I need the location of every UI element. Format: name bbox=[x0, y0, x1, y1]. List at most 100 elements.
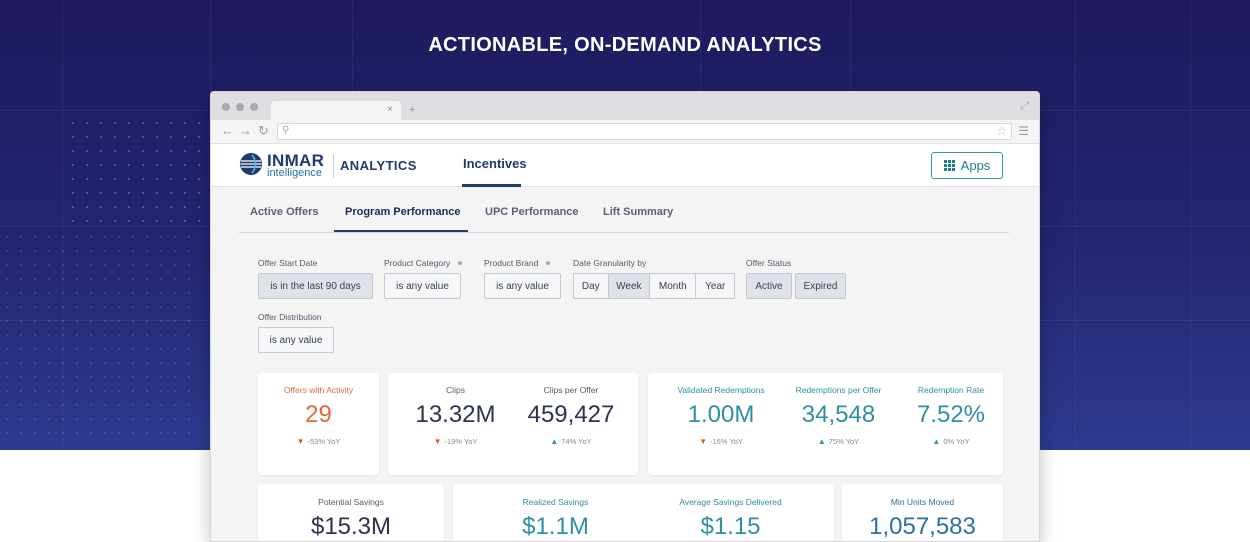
product-name: ANALYTICS bbox=[340, 158, 417, 173]
kpi-card-savings: Realized Savings $1.1M Average Savings D… bbox=[453, 484, 834, 541]
browser-tab[interactable] bbox=[271, 101, 401, 120]
kpi-average-savings-delivered: Average Savings Delivered $1.15 bbox=[658, 497, 803, 541]
kpi-yoy: ▼ -16% YoY bbox=[666, 437, 776, 446]
back-arrow-icon[interactable]: ← bbox=[221, 123, 234, 138]
kpi-card-clips: Clips 13.32M ▼ -19% YoY Clips per Offer 4… bbox=[388, 373, 638, 475]
kpi-yoy: ▲ 0% YoY bbox=[906, 437, 996, 446]
close-tab-icon[interactable]: × bbox=[387, 104, 393, 115]
kpi-label: Clips bbox=[446, 385, 465, 395]
kpi-yoy-text: 74% YoY bbox=[561, 437, 592, 446]
tab-lift-summary[interactable]: Lift Summary bbox=[603, 206, 674, 218]
search-icon: ⚲ bbox=[282, 125, 290, 136]
kpi-yoy: ▲ 74% YoY bbox=[516, 437, 626, 446]
kpi-label: Validated Redemptions bbox=[677, 385, 765, 395]
grid-line bbox=[1190, 0, 1191, 450]
kpi-label: Redemptions per Offer bbox=[795, 385, 882, 395]
inmar-logo-icon bbox=[240, 153, 262, 175]
window-control-icon[interactable] bbox=[222, 103, 230, 111]
product-category-label-text: Product Category bbox=[384, 258, 451, 268]
kpi-value: 34,548 bbox=[801, 401, 876, 428]
offer-status-active[interactable]: Active bbox=[746, 273, 792, 299]
apps-label: Apps bbox=[960, 158, 991, 173]
kpi-clips-per-offer: Clips per Offer 459,427 ▲ 74% YoY bbox=[516, 385, 626, 446]
kpi-label: Average Savings Delivered bbox=[679, 497, 782, 507]
offer-status-expired[interactable]: Expired bbox=[795, 273, 846, 299]
offer-distribution-filter[interactable]: is any value bbox=[258, 327, 334, 353]
kpi-card-redemptions: Validated Redemptions 1.00M ▼ -16% YoY Re… bbox=[648, 373, 1003, 475]
kpi-yoy: ▼ -19% YoY bbox=[398, 437, 513, 446]
filter-label-product-brand: Product Brand ⚭ bbox=[484, 258, 552, 269]
nav-item-incentives[interactable]: Incentives bbox=[463, 156, 527, 171]
url-input[interactable]: ⚲ ☆ bbox=[277, 123, 1012, 140]
kpi-realized-savings: Realized Savings $1.1M bbox=[493, 497, 618, 541]
star-icon[interactable]: ☆ bbox=[996, 124, 1007, 138]
offer-start-date-filter[interactable]: is in the last 90 days bbox=[258, 273, 373, 299]
expand-icon[interactable]: ⤢ bbox=[1020, 100, 1029, 112]
logo-divider bbox=[333, 154, 334, 178]
reload-icon[interactable]: ↻ bbox=[258, 123, 269, 138]
filter-label-offer-start-date: Offer Start Date bbox=[258, 258, 318, 268]
kpi-yoy-text: 0% YoY bbox=[943, 437, 970, 446]
date-granularity-toggle: Day Week Month Year bbox=[573, 273, 735, 299]
trend-up-icon: ▲ bbox=[817, 437, 826, 446]
address-bar: ← → ↻ ⚲ ☆ ☰ bbox=[211, 120, 1039, 144]
tab-active-offers[interactable]: Active Offers bbox=[250, 206, 319, 218]
filter-label-date-granularity: Date Granularity by bbox=[573, 258, 647, 268]
kpi-yoy: ▼ -53% YoY bbox=[258, 437, 379, 446]
menu-icon[interactable]: ☰ bbox=[1018, 124, 1029, 138]
dot-pattern bbox=[0, 230, 200, 440]
kpi-clips: Clips 13.32M ▼ -19% YoY bbox=[398, 385, 513, 446]
browser-tab-bar: × + ⤢ bbox=[211, 92, 1039, 120]
trend-down-icon: ▼ bbox=[433, 437, 442, 446]
sub-tabs: Active Offers Program Performance UPC Pe… bbox=[239, 187, 1009, 233]
kpi-redemptions-per-offer: Redemptions per Offer 34,548 ▲ 75% YoY bbox=[786, 385, 891, 446]
trend-down-icon: ▼ bbox=[699, 437, 707, 446]
window-control-icon[interactable] bbox=[250, 103, 258, 111]
tab-upc-performance[interactable]: UPC Performance bbox=[485, 206, 579, 218]
logo-subtitle: intelligence bbox=[267, 167, 323, 179]
kpi-label: Potential Savings bbox=[318, 497, 384, 507]
kpi-yoy-text: 75% YoY bbox=[828, 437, 860, 446]
kpi-yoy-text: -16% YoY bbox=[709, 437, 743, 446]
hero-title: ACTIONABLE, ON-DEMAND ANALYTICS bbox=[428, 34, 822, 56]
trend-up-icon: ▲ bbox=[932, 437, 941, 446]
tab-active-indicator bbox=[334, 230, 468, 232]
app-header: INMAR intelligence ANALYTICS Incentives … bbox=[211, 144, 1039, 187]
product-category-filter[interactable]: is any value bbox=[384, 273, 461, 299]
nav-active-indicator bbox=[462, 184, 521, 187]
kpi-min-units-moved: Min Units Moved 1,057,583 bbox=[842, 497, 1003, 541]
kpi-card-offers: Offers with Activity 29 ▼ -53% YoY bbox=[258, 373, 379, 475]
grid-line bbox=[62, 0, 63, 450]
dot-pattern bbox=[66, 116, 206, 226]
filter-label-offer-distribution: Offer Distribution bbox=[258, 312, 322, 322]
trend-down-icon: ▼ bbox=[296, 437, 305, 446]
granularity-year[interactable]: Year bbox=[696, 274, 734, 298]
granularity-week[interactable]: Week bbox=[608, 274, 651, 298]
kpi-label: Realized Savings bbox=[522, 497, 589, 507]
window-control-icon[interactable] bbox=[236, 103, 244, 111]
logo-name: INMAR bbox=[267, 151, 325, 170]
kpi-card-units: Min Units Moved 1,057,583 bbox=[842, 484, 1003, 541]
tab-program-performance[interactable]: Program Performance bbox=[345, 206, 461, 218]
granularity-month[interactable]: Month bbox=[650, 274, 697, 298]
kpi-label: Offers with Activity bbox=[283, 385, 354, 395]
granularity-day[interactable]: Day bbox=[574, 274, 609, 298]
kpi-offers-with-activity: Offers with Activity 29 ▼ -53% YoY bbox=[258, 385, 379, 446]
browser-window: × + ⤢ ← → ↻ ⚲ ☆ ☰ INMAR intelligence ANA… bbox=[210, 91, 1040, 542]
product-brand-filter[interactable]: is any value bbox=[484, 273, 561, 299]
link-icon: ⚭ bbox=[456, 258, 464, 268]
kpi-redemption-rate: Redemption Rate 7.52% ▲ 0% YoY bbox=[906, 385, 996, 446]
kpi-value: 7.52% bbox=[916, 401, 986, 428]
forward-arrow-icon[interactable]: → bbox=[239, 123, 252, 138]
link-icon: ⚭ bbox=[544, 258, 552, 268]
grid-icon bbox=[943, 160, 955, 171]
kpi-validated-redemptions: Validated Redemptions 1.00M ▼ -16% YoY bbox=[666, 385, 776, 446]
kpi-card-potential-savings: Potential Savings $15.3M bbox=[258, 484, 444, 541]
filter-label-offer-status: Offer Status bbox=[746, 258, 792, 268]
filter-label-product-category: Product Category ⚭ bbox=[384, 258, 464, 269]
kpi-label: Clips per Offer bbox=[543, 385, 599, 395]
kpi-yoy: ▲ 75% YoY bbox=[786, 437, 891, 446]
new-tab-icon[interactable]: + bbox=[409, 104, 416, 116]
kpi-yoy-text: -53% YoY bbox=[307, 437, 341, 446]
apps-button[interactable]: Apps bbox=[931, 152, 1003, 179]
